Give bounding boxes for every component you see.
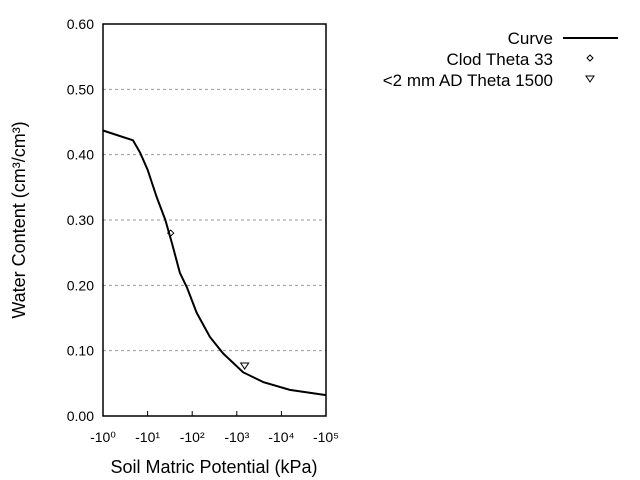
x-tick-label: -10¹: [135, 429, 160, 445]
y-axis-ticks: 0.00 0.10 0.20 0.30 0.40 0.50 0.60: [67, 16, 94, 424]
y-tick-label: 0.60: [67, 16, 94, 32]
x-tick-label: -10³: [224, 429, 249, 445]
x-tick-label: -10⁵: [313, 429, 339, 445]
y-tick-label: 0.50: [67, 81, 94, 97]
y-tick-label: 0.30: [67, 212, 94, 228]
y-tick-label: 0.00: [67, 408, 94, 424]
curve-line: [102, 129, 327, 397]
legend-label-clod-theta-33: Clod Theta 33: [447, 50, 553, 69]
y-tick-label: 0.10: [67, 343, 94, 359]
legend: Curve Clod Theta 33 <2 mm AD Theta 1500: [383, 29, 618, 90]
theta-1500-point: [239, 362, 250, 370]
legend-label-curve: Curve: [508, 29, 553, 48]
y-axis-label: Water Content (cm³/cm³): [9, 121, 29, 318]
legend-triangle-marker: [585, 75, 595, 83]
x-axis-label: Soil Matric Potential (kPa): [110, 457, 317, 477]
clod-theta-33-point: [167, 229, 175, 237]
y-tick-label: 0.40: [67, 147, 94, 163]
legend-label-theta-1500: <2 mm AD Theta 1500: [383, 71, 553, 90]
plot-frame: [102, 23, 327, 417]
legend-diamond-marker: [586, 54, 594, 62]
y-tick-label: 0.20: [67, 277, 94, 293]
series-group: [102, 129, 327, 397]
x-tick-label: -10⁴: [268, 429, 294, 445]
x-axis-ticks: -10⁰ -10¹ -10² -10³ -10⁴ -10⁵: [90, 411, 339, 445]
x-tick-label: -10²: [180, 429, 205, 445]
x-tick-label: -10⁰: [90, 429, 116, 445]
grid: [103, 88, 326, 352]
